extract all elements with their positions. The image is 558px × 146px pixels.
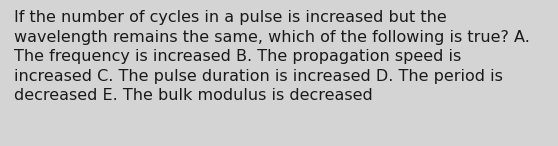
Text: If the number of cycles in a pulse is increased but the
wavelength remains the s: If the number of cycles in a pulse is in… [14,10,530,104]
